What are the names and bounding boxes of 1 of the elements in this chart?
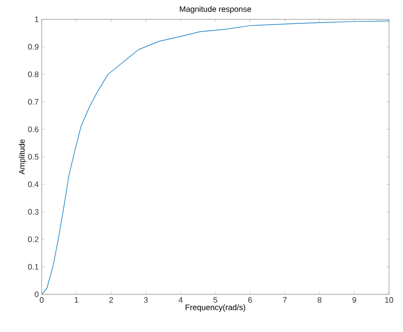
line-series	[42, 20, 390, 294]
